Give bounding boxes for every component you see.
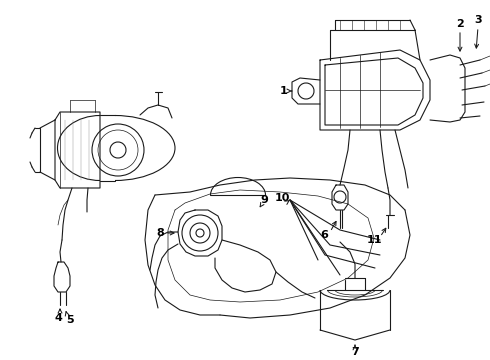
Text: 6: 6 bbox=[320, 230, 328, 240]
Text: 4: 4 bbox=[54, 313, 62, 323]
Text: 10: 10 bbox=[274, 193, 290, 203]
Text: 3: 3 bbox=[474, 15, 482, 25]
Text: 2: 2 bbox=[456, 19, 464, 29]
Text: 9: 9 bbox=[260, 195, 268, 205]
Text: 7: 7 bbox=[351, 347, 359, 357]
Text: 1: 1 bbox=[280, 86, 288, 96]
Text: 5: 5 bbox=[66, 315, 74, 325]
Text: 11: 11 bbox=[366, 235, 382, 245]
Text: 8: 8 bbox=[156, 228, 164, 238]
